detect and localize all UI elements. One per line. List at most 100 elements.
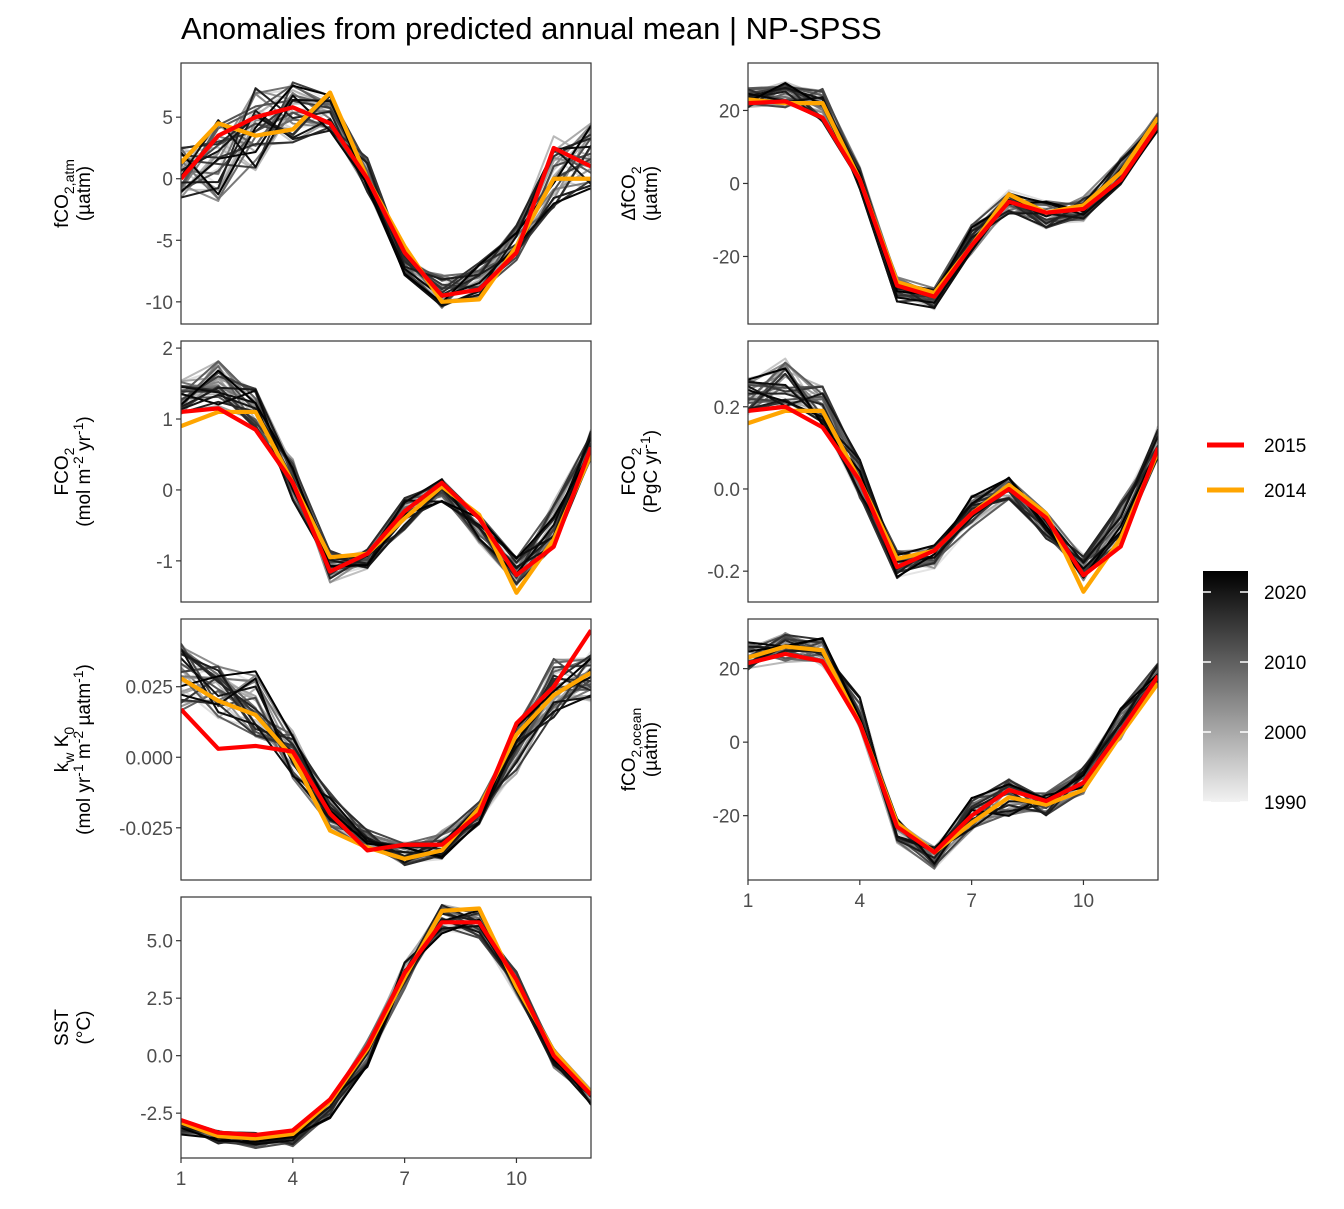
panel-1: 5 0 -5 -10 fCO2,atm(µatm) [52, 62, 592, 325]
series-line-2015 [181, 406, 591, 578]
year-line [181, 84, 591, 304]
x-tick-label: 4 [288, 1169, 299, 1190]
x-tick-label: 10 [1073, 891, 1094, 912]
year-line [181, 921, 591, 1146]
series-line-2015 [181, 920, 591, 1138]
series-line-2014 [181, 670, 591, 861]
panel-6: 20 0 -20 1 4 7 10 fCO2,ocean(µatm) [619, 618, 1159, 912]
chart-title: Anomalies from predicted annual mean | N… [181, 11, 882, 46]
panel-2: 20 0 -20 ΔfCO2(µatm) [619, 62, 1159, 325]
year-line [181, 389, 591, 575]
year-line [181, 369, 591, 568]
panel-border [180, 896, 592, 1159]
y-axis-title: fCO2,ocean(µatm) [619, 708, 662, 792]
y-tick-label: 0.025 [125, 678, 173, 699]
y-tick-label: -20 [713, 247, 740, 268]
year-line [181, 676, 591, 860]
year-line [181, 385, 591, 585]
y-axis-title: ΔfCO2(µatm) [619, 166, 662, 221]
panel-4: 0.2 0.0 -0.2 FCO2(PgC yr-1) [619, 340, 1159, 603]
year-line [181, 109, 591, 281]
year-line [181, 917, 591, 1144]
y-tick-label: -20 [713, 807, 740, 828]
background-years [181, 643, 591, 867]
panel-5: 0.025 0.000 -0.025 kw K0(mol yr-1 m-2 µatm-… [52, 618, 592, 881]
y-axis-title-line: fCO2,atm [52, 159, 77, 228]
year-line [181, 925, 591, 1142]
year-line [181, 665, 591, 857]
y-tick-label: 5.0 [147, 932, 173, 953]
year-line [181, 909, 591, 1146]
year-line [748, 632, 1158, 856]
y-axis-title: FCO2(mol m-2 yr-1) [52, 416, 95, 526]
colorbar-label: 2000 [1264, 723, 1306, 744]
year-line [181, 918, 591, 1143]
year-line [181, 912, 591, 1150]
year-line [181, 925, 591, 1141]
year-line [181, 918, 591, 1145]
year-line [181, 912, 591, 1145]
y-axis-title-line: SST [52, 1009, 73, 1046]
x-tick-label: 1 [743, 891, 754, 912]
y-tick-label: 2 [162, 339, 173, 360]
y-tick-label: 5 [162, 108, 173, 129]
legend-label-2014: 2014 [1264, 481, 1307, 502]
year-line [181, 917, 591, 1141]
panel-border [180, 340, 592, 603]
panel-border [747, 618, 1159, 881]
y-axis-title-line: (µatm) [641, 166, 662, 221]
y-axis-title: SST (°C) [52, 1009, 95, 1046]
year-line [181, 910, 591, 1144]
series-line-2015 [748, 404, 1158, 578]
y-tick-label: 1 [162, 410, 173, 431]
colorbar [1203, 571, 1248, 802]
y-tick-label: -10 [146, 293, 173, 314]
colorbar-label: 1990 [1264, 793, 1306, 814]
y-axis-title-line: kw K0 [52, 727, 77, 773]
y-tick-label: 0.2 [714, 398, 740, 419]
series-line-2015 [181, 105, 591, 298]
year-line [181, 918, 591, 1145]
year-line [181, 920, 591, 1146]
y-axis-title-line: (PgC yr-1) [637, 430, 662, 513]
year-line [748, 638, 1158, 853]
y-axis-title: fCO2,atm(µatm) [52, 159, 95, 228]
panel-7: 5.0 2.5 0.0 -2.5 1 4 7 10 SST (°C) [52, 896, 592, 1190]
panel-border [747, 62, 1159, 325]
series-line-2015 [748, 651, 1158, 855]
y-tick-label: 20 [719, 660, 740, 681]
series-line-2014 [748, 644, 1158, 855]
y-tick-label: 0 [162, 481, 173, 502]
series-line-2014 [181, 409, 591, 595]
y-tick-label: -0.2 [707, 562, 740, 583]
y-tick-label: -5 [156, 231, 173, 252]
y-tick-label: -2.5 [140, 1104, 173, 1125]
year-line [748, 637, 1158, 852]
x-tick-label: 4 [855, 891, 866, 912]
year-line [748, 639, 1158, 852]
year-line [181, 910, 591, 1144]
y-tick-label: 2.5 [147, 989, 173, 1010]
year-line [748, 634, 1158, 849]
year-line [181, 908, 591, 1147]
y-axis-title-line: (µatm) [641, 722, 662, 777]
y-axis-title-line: ΔfCO2 [619, 166, 644, 220]
y-tick-label: 0.000 [125, 748, 173, 769]
year-line [181, 393, 591, 569]
year-line [748, 634, 1158, 849]
year-line [181, 919, 591, 1148]
y-axis-title-line: (mol m-2 yr-1) [70, 416, 95, 526]
colorbar-label: 2010 [1264, 653, 1306, 674]
background-years [181, 81, 591, 309]
year-line [181, 928, 591, 1144]
y-tick-label: -1 [156, 552, 173, 573]
y-tick-label: 0 [729, 174, 740, 195]
background-years [181, 903, 591, 1150]
year-line [181, 648, 591, 867]
y-tick-label: -0.025 [119, 819, 173, 840]
panel-border [747, 340, 1159, 603]
year-line [181, 648, 591, 864]
y-tick-label: 20 [719, 101, 740, 122]
year-line [181, 917, 591, 1147]
y-tick-label: 0 [729, 733, 740, 754]
